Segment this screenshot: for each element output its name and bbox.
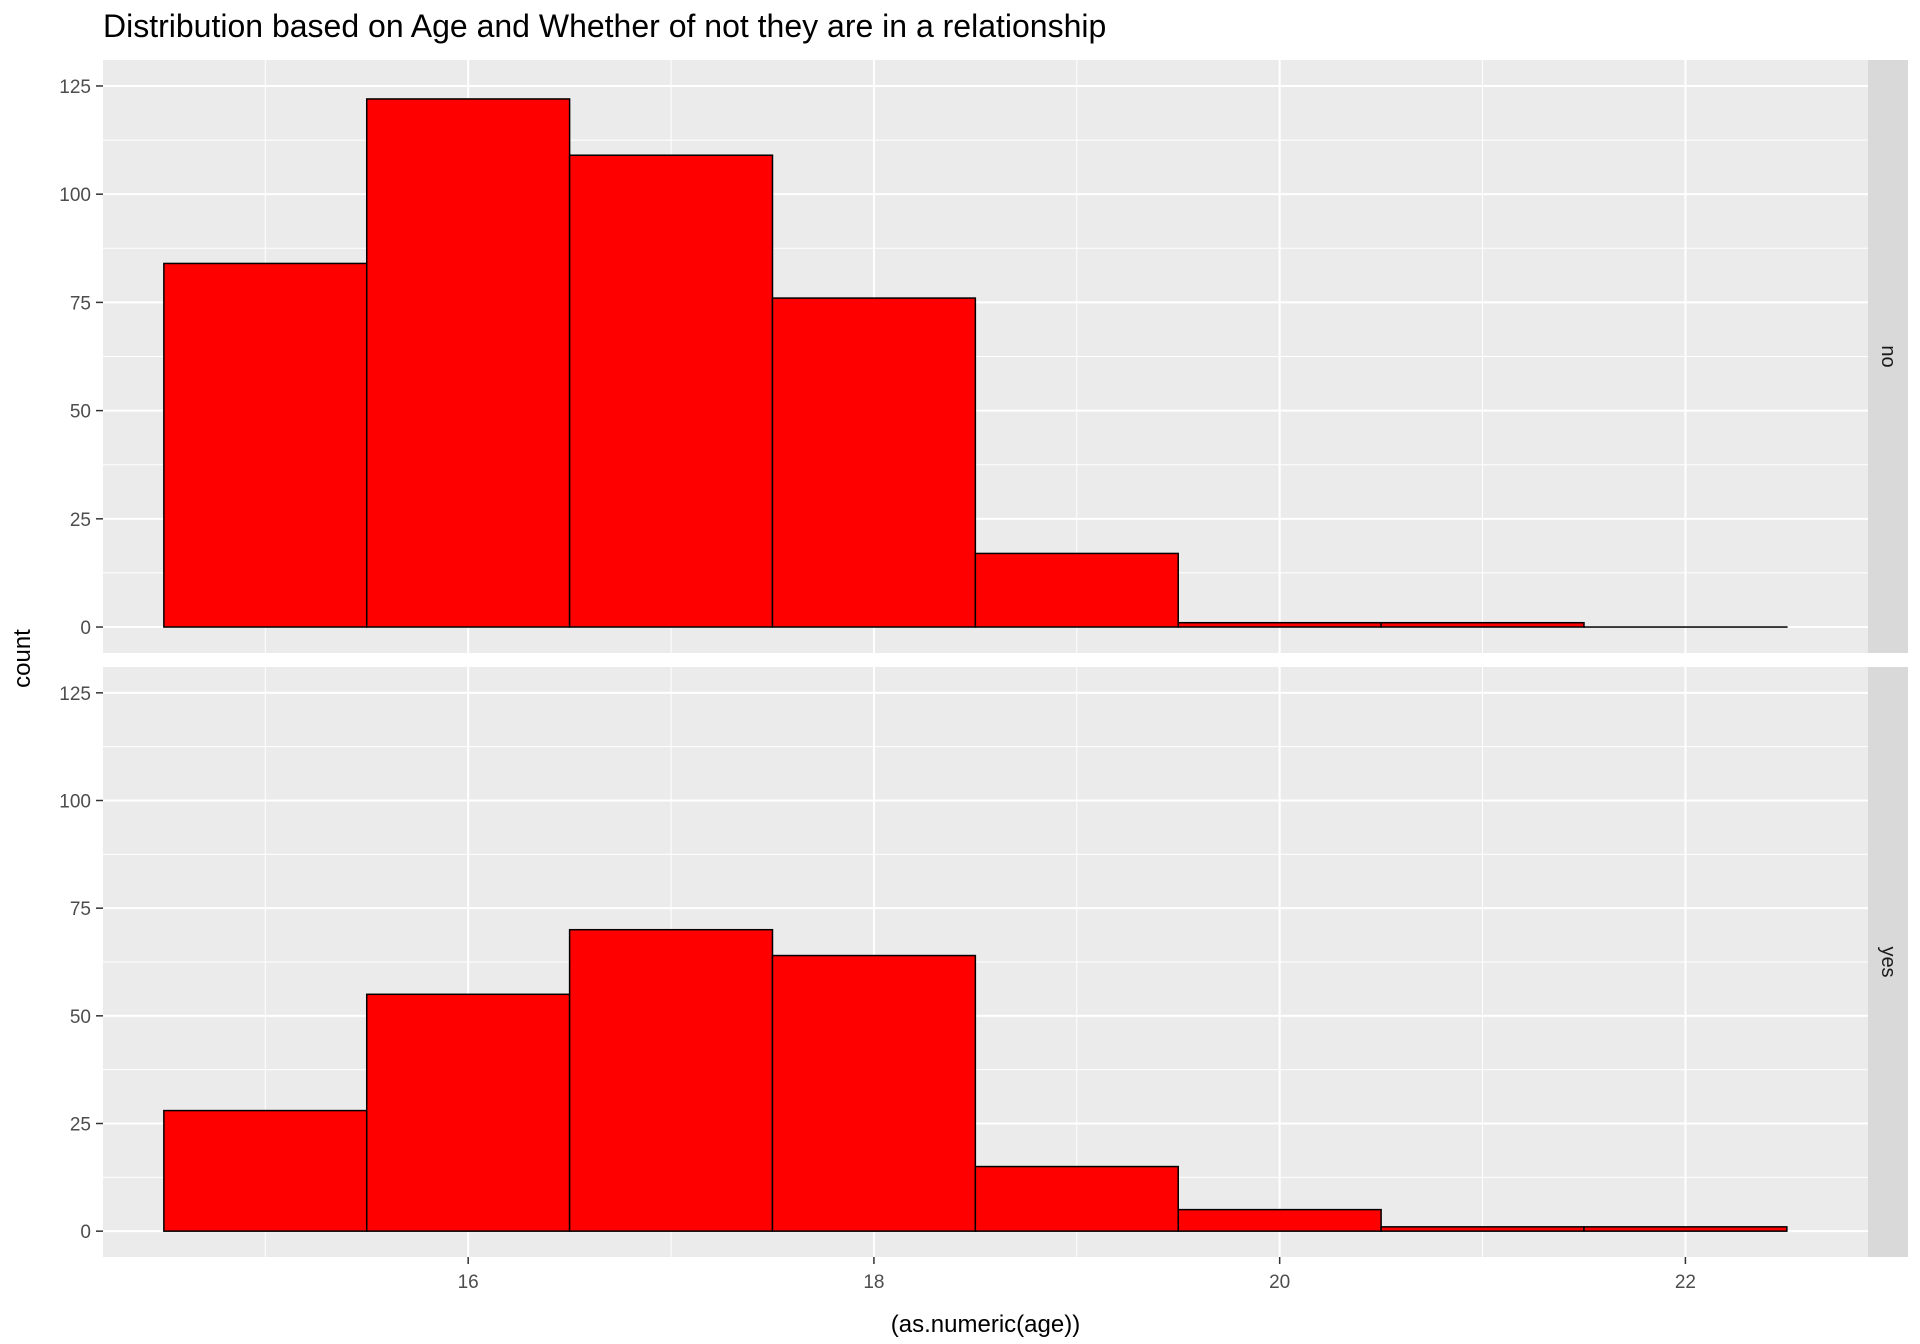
y-tick-label: 75 xyxy=(70,899,91,920)
x-tick-label: 18 xyxy=(863,1272,884,1293)
y-tick-label: 125 xyxy=(59,77,91,98)
histogram-bar xyxy=(1177,1208,1382,1232)
facet-strip-label: yes xyxy=(1877,946,1899,977)
y-tick-label: 100 xyxy=(59,792,91,813)
y-tick-label: 75 xyxy=(70,293,91,314)
y-tick-label: 25 xyxy=(70,1114,91,1135)
y-tick-label: 0 xyxy=(80,618,91,639)
y-tick-label: 0 xyxy=(80,1222,91,1243)
facet-strip xyxy=(1868,60,1908,653)
histogram-bar xyxy=(1583,1226,1788,1232)
y-axis-title: count xyxy=(9,629,36,688)
histogram-bar xyxy=(365,98,571,628)
histogram-bar xyxy=(163,1109,368,1232)
facet-panel-no: 0 25 50 75 100 125 no xyxy=(59,60,1908,653)
histogram-bar xyxy=(974,1165,1179,1232)
y-tick-label: 25 xyxy=(70,510,91,531)
histogram-bar xyxy=(771,297,977,628)
facet-panel-yes: 0 25 50 75 100 125 yes xyxy=(59,667,1908,1257)
x-tick-label: 16 xyxy=(458,1272,479,1293)
x-tick-label: 20 xyxy=(1269,1272,1290,1293)
histogram-bar xyxy=(365,993,571,1232)
y-tick-label: 125 xyxy=(59,684,91,705)
histogram-bar xyxy=(1380,1226,1585,1232)
y-tick-label: 100 xyxy=(59,185,91,206)
histogram-bar xyxy=(568,928,774,1232)
y-tick-label: 50 xyxy=(70,1007,91,1028)
chart-title: Distribution based on Age and Whether of… xyxy=(103,8,1107,44)
histogram-bar xyxy=(163,262,368,628)
x-tick-label: 22 xyxy=(1675,1272,1696,1293)
histogram-bar xyxy=(771,954,977,1232)
x-axis-title: (as.numeric(age)) xyxy=(891,1311,1080,1338)
y-tick-label: 50 xyxy=(70,402,91,423)
histogram-bar xyxy=(568,154,774,628)
facet-strip xyxy=(1868,667,1908,1257)
facet-strip-label: no xyxy=(1877,345,1899,367)
histogram-bar xyxy=(974,552,1179,628)
histogram-bar xyxy=(1177,621,1382,628)
histogram-bar xyxy=(1380,621,1585,628)
